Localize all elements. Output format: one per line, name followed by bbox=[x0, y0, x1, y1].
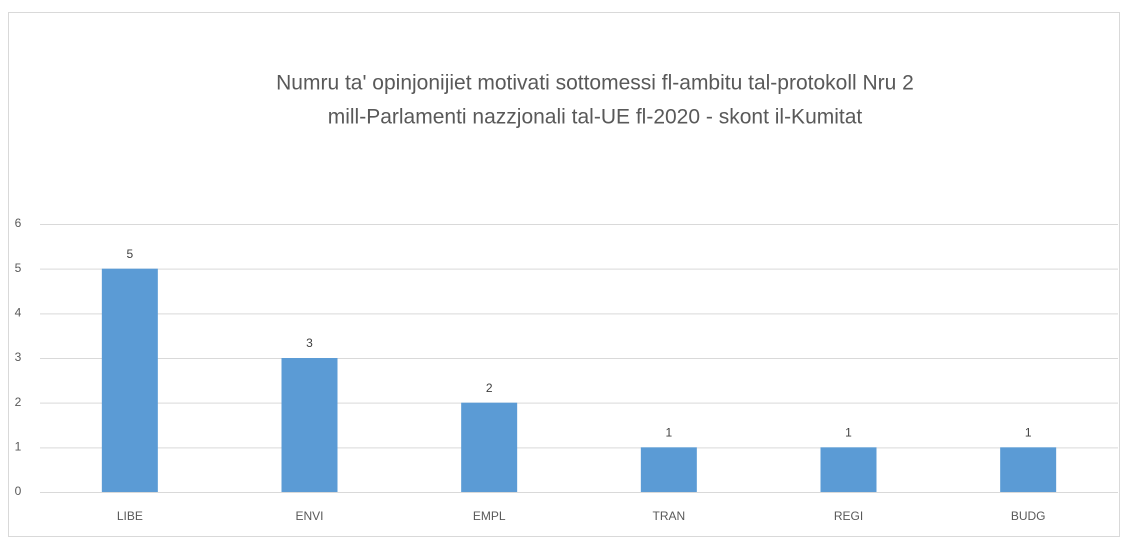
x-tick-label: TRAN bbox=[652, 509, 685, 523]
y-tick-label: 3 bbox=[15, 350, 22, 364]
bar bbox=[820, 447, 877, 492]
data-label: 1 bbox=[845, 426, 852, 440]
bar bbox=[640, 447, 697, 492]
bar bbox=[1000, 447, 1057, 492]
y-tick-label: 6 bbox=[15, 216, 22, 230]
bar bbox=[281, 358, 338, 492]
data-label: 2 bbox=[486, 381, 493, 395]
x-tick-label: BUDG bbox=[1011, 509, 1046, 523]
x-tick-label: EMPL bbox=[473, 509, 506, 523]
chart-frame bbox=[8, 12, 1120, 537]
data-label: 5 bbox=[126, 247, 133, 261]
y-tick-label: 1 bbox=[15, 440, 22, 454]
data-label: 3 bbox=[306, 336, 313, 350]
x-tick-label: REGI bbox=[834, 509, 863, 523]
y-tick-label: 0 bbox=[15, 484, 22, 498]
x-tick-label: LIBE bbox=[117, 509, 143, 523]
chart-title: mill-Parlamenti nazzjonali tal-UE fl-202… bbox=[328, 106, 863, 129]
y-tick-label: 4 bbox=[15, 306, 22, 320]
y-tick-label: 5 bbox=[15, 261, 22, 275]
chart-title: Numru ta' opinjonijiet motivati sottomes… bbox=[276, 72, 914, 95]
bar bbox=[101, 268, 158, 492]
bar bbox=[461, 402, 518, 492]
y-tick-label: 2 bbox=[15, 395, 22, 409]
data-label: 1 bbox=[665, 426, 672, 440]
x-tick-label: ENVI bbox=[295, 509, 323, 523]
data-label: 1 bbox=[1025, 426, 1032, 440]
